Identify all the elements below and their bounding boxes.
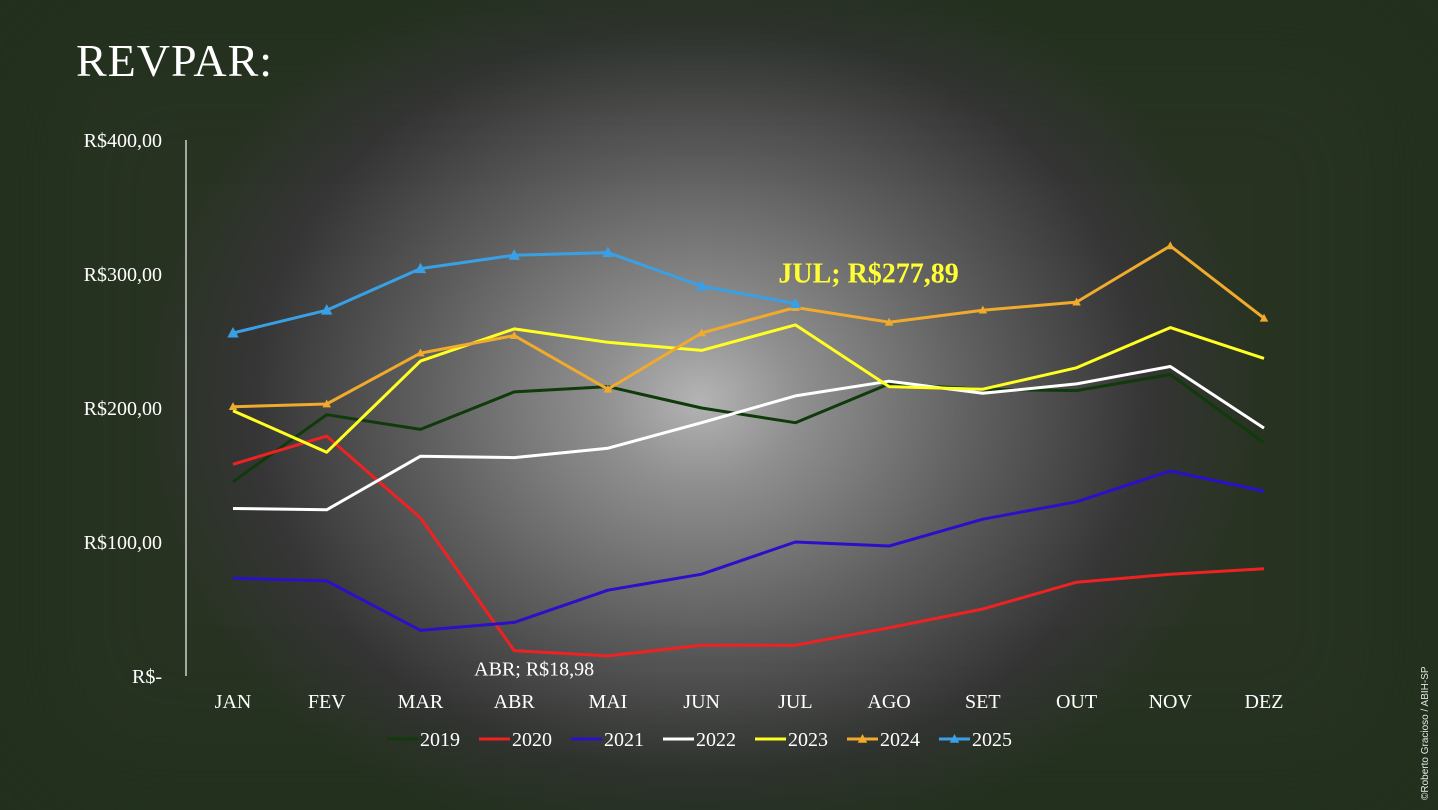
legend-item-2024: 2024 — [847, 729, 920, 751]
data-point-2024 — [416, 348, 425, 357]
data-point-2024 — [1165, 241, 1175, 250]
legend-label: 2021 — [604, 729, 644, 751]
data-point-2024 — [1259, 313, 1269, 322]
series-line-2021 — [232, 469, 1265, 632]
annotation-label: JUL; R$277,89 — [778, 259, 958, 290]
legend-item-2022: 2022 — [663, 729, 736, 751]
y-tick-label: R$400,00 — [84, 130, 162, 152]
legend-label: 2019 — [420, 729, 460, 751]
series-line-2024 — [232, 244, 1265, 409]
series-line-2025 — [232, 251, 796, 335]
annotation-label: ABR; R$18,98 — [474, 659, 594, 681]
x-tick-label: MAI — [588, 691, 627, 713]
y-tick-label: R$- — [132, 666, 162, 688]
series-line-2019 — [232, 373, 1265, 483]
series-line-2022 — [232, 365, 1265, 512]
data-point-2025 — [789, 297, 802, 309]
legend: 2019 2020 2021 2022 2023 2024 2025 — [387, 729, 1012, 751]
data-point-2024 — [322, 399, 332, 408]
x-tick-label: ABR — [494, 691, 536, 713]
x-tick-label: OUT — [1056, 691, 1097, 713]
data-point-2024 — [1072, 297, 1081, 306]
legend-label: 2020 — [512, 729, 552, 751]
data-point-2024 — [884, 317, 894, 326]
y-tick-label: R$300,00 — [84, 264, 162, 286]
x-tick-label: AGO — [867, 691, 910, 713]
series-2021 — [232, 469, 1265, 632]
series-line-2020 — [232, 434, 1265, 658]
data-point-2024 — [509, 331, 519, 340]
y-tick-label: R$100,00 — [84, 532, 162, 554]
legend-label: 2022 — [696, 729, 736, 751]
data-point-2024 — [228, 402, 238, 411]
series-2019 — [232, 373, 1265, 483]
legend-label: 2023 — [788, 729, 828, 751]
series-line-2023 — [232, 323, 1265, 454]
data-point-2025 — [321, 304, 333, 315]
series-2024 — [228, 241, 1269, 411]
page-title: REVPAR: — [76, 35, 274, 86]
y-tick-label: R$200,00 — [84, 398, 162, 420]
data-point-2024 — [697, 328, 706, 337]
legend-marker — [857, 734, 868, 743]
x-tick-label: MAR — [398, 691, 444, 713]
x-tick-label: SET — [965, 691, 1001, 713]
legend-item-2020: 2020 — [479, 729, 552, 751]
x-tick-label: JUL — [778, 691, 812, 713]
legend-label: 2025 — [972, 729, 1012, 751]
data-point-2025 — [602, 246, 614, 258]
legend-label: 2024 — [880, 729, 920, 751]
x-tick-label: DEZ — [1245, 691, 1284, 713]
data-point-2025 — [695, 280, 708, 291]
data-point-2025 — [508, 249, 520, 260]
data-point-2025 — [414, 262, 427, 274]
series-2020 — [232, 434, 1265, 658]
data-point-2024 — [978, 305, 988, 314]
legend-marker — [949, 734, 960, 743]
data-point-2025 — [227, 326, 239, 338]
legend-item-2025: 2025 — [939, 729, 1012, 751]
annotations: JUL; R$277,89 ABR; R$18,98 — [474, 259, 959, 681]
y-axis-ticks: R$- R$100,00 R$200,00 R$300,00 R$400,00 — [84, 130, 162, 688]
legend-item-2021: 2021 — [571, 729, 644, 751]
x-tick-label: NOV — [1149, 691, 1193, 713]
x-axis-ticks: JAN FEV MAR ABR MAI JUN JUL AGO SET OUT NOV DEZ — [215, 691, 1284, 713]
credit-text: ©Roberto Gracioso / ABIH-SP — [1420, 666, 1431, 800]
legend-item-2019: 2019 — [387, 729, 460, 751]
legend-item-2023: 2023 — [755, 729, 828, 751]
series-2022 — [232, 365, 1265, 512]
data-point-2024 — [603, 384, 613, 393]
x-tick-label: FEV — [308, 691, 346, 713]
x-tick-label: JUN — [683, 691, 720, 713]
x-tick-label: JAN — [215, 691, 252, 713]
series-2025 — [227, 246, 802, 338]
series-2023 — [232, 323, 1265, 454]
series-lines — [227, 241, 1269, 658]
